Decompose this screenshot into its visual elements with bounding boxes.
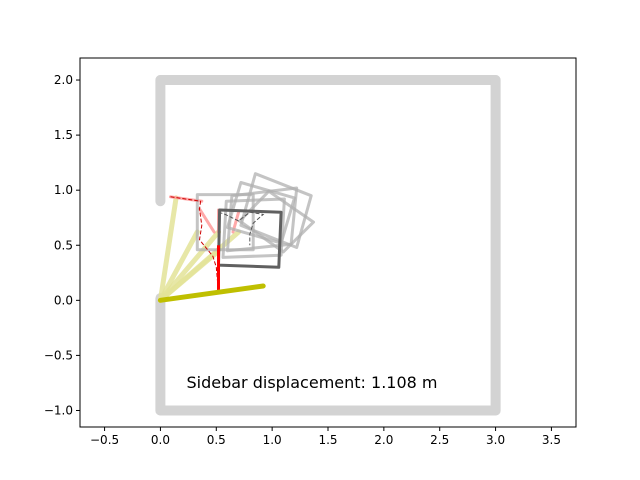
x-tick-label: −0.5 [90,433,119,447]
x-axis: −0.5 0.0 0.5 1.0 1.5 2.0 2.5 3.0 3.5 [90,427,561,447]
boom-ghost-4 [157,250,219,303]
boom-current [157,283,266,303]
sidebar-displacement-annotation: Sidebar displacement: 1.108 m [186,373,437,392]
y-tick-label: 1.0 [54,183,73,197]
arm-ghost-1 [198,207,216,234]
y-tick-label: 2.0 [54,73,73,87]
x-tick-label: 2.0 [374,433,393,447]
x-tick-label: 1.5 [318,433,337,447]
y-tick-label: −1.0 [44,403,73,417]
y-tick-label: −0.5 [44,348,73,362]
x-tick-label: 2.5 [430,433,449,447]
arm-tip-trajectory [170,196,219,293]
x-tick-label: 0.5 [207,433,226,447]
boom-ghost-0 [157,195,179,303]
x-tick-label: 0.0 [151,433,170,447]
plot-content [155,75,501,416]
y-tick-label: 1.5 [54,128,73,142]
y-tick-label: 0.5 [54,238,73,252]
x-tick-label: 3.5 [542,433,561,447]
box-ghost-1 [221,197,286,259]
box-ghost-4 [239,172,313,249]
box-trajectory [218,211,265,246]
y-axis: −1.0 −0.5 0.0 0.5 1.0 1.5 2.0 [44,73,80,417]
y-tick-label: 0.0 [54,293,73,307]
x-tick-label: 3.0 [486,433,505,447]
boom-ghost-1 [157,229,200,303]
x-tick-label: 1.0 [263,433,282,447]
